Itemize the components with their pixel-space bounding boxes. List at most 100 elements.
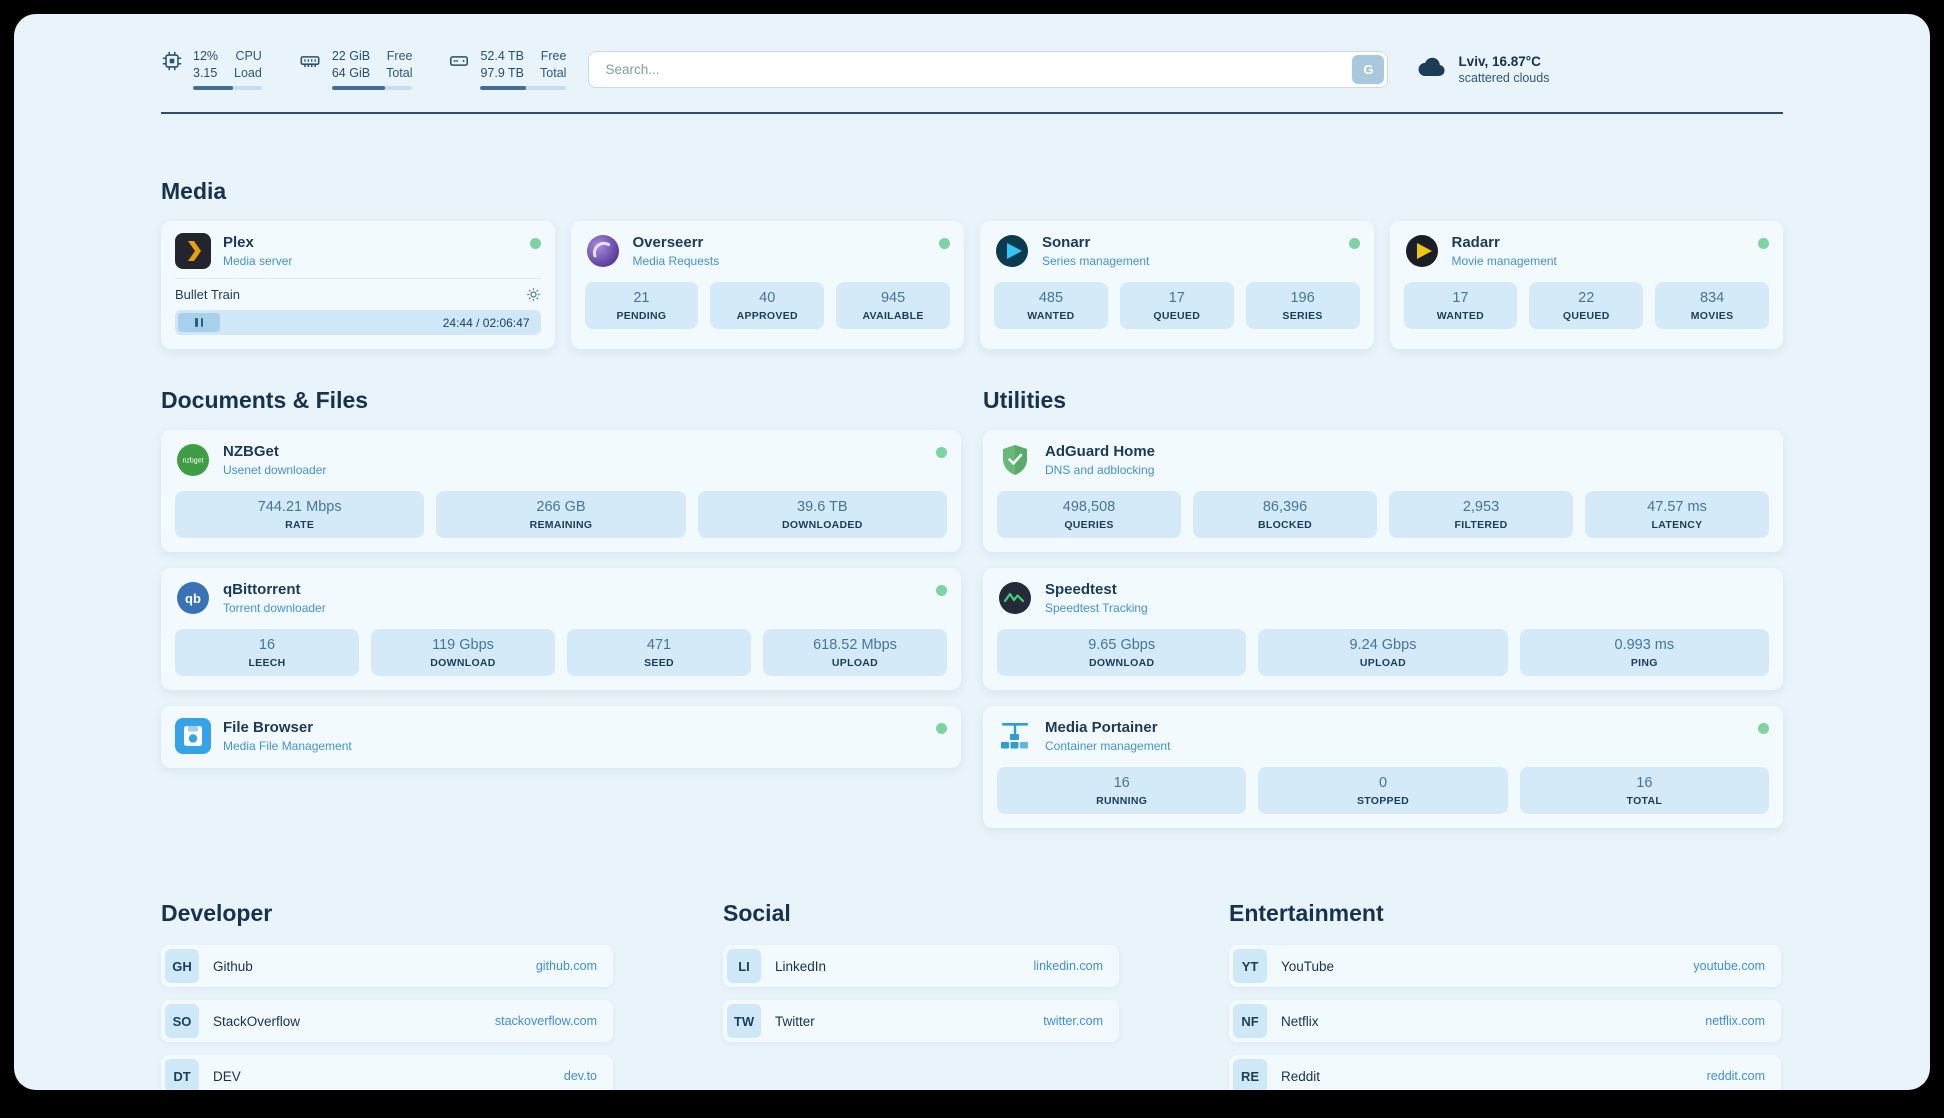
stat-value: 17 <box>1452 290 1469 306</box>
stat-label: SEED <box>644 657 674 669</box>
app-subtitle: Series management <box>1042 254 1150 268</box>
stat-value: 22 <box>1578 290 1595 306</box>
stat-box: 17 QUEUED <box>1119 282 1234 329</box>
stat-box: 196 SERIES <box>1245 282 1360 329</box>
section-title-media: Media <box>161 178 227 204</box>
bookmark-abbr: DT <box>165 1059 199 1090</box>
bookmark-abbr: GH <box>165 949 199 983</box>
qbittorrent-icon: qb <box>175 580 211 616</box>
bookmark-abbr: LI <box>727 949 761 983</box>
bookmark-netflix[interactable]: NF Netflix netflix.com <box>1229 1000 1781 1042</box>
stat-box: 618.52 Mbps UPLOAD <box>763 629 947 676</box>
stat-label: UPLOAD <box>831 657 879 669</box>
app-card-radarr[interactable]: Radarr Movie management 17 WANTED 22 QUE… <box>1389 221 1783 349</box>
stat-box: 39.6 TB DOWNLOADED <box>697 491 947 538</box>
bookmark-reddit[interactable]: RE Reddit reddit.com <box>1229 1055 1781 1090</box>
weather-condition: scattered clouds <box>1458 70 1550 85</box>
search-input[interactable] <box>592 61 1353 77</box>
section-title-entertainment: Entertainment <box>1229 900 1384 926</box>
portainer-icon <box>997 718 1033 754</box>
bookmark-github[interactable]: GH Github github.com <box>161 945 613 987</box>
app-card-adguard[interactable]: AdGuard Home DNS and adblocking 498,508 … <box>983 430 1783 552</box>
stat-box: 2,953 FILTERED <box>1389 491 1573 538</box>
app-title: AdGuard Home <box>1045 443 1156 460</box>
section-developer: Developer GH Github github.com SO StackO… <box>161 900 613 1090</box>
bookmark-stackoverflow[interactable]: SO StackOverflow stackoverflow.com <box>161 1000 613 1042</box>
nzbget-icon: nzbget <box>175 442 211 478</box>
bookmark-dev[interactable]: DT DEV dev.to <box>161 1055 613 1090</box>
stat-label: PENDING <box>616 310 667 322</box>
weather-widget: Lviv, 16.87°C scattered clouds <box>1416 54 1549 85</box>
stat-value: 9.24 Gbps <box>1349 637 1417 653</box>
stat-box: 16 TOTAL <box>1519 767 1769 814</box>
stat-box: 471 SEED <box>567 629 751 676</box>
bookmark-url: linkedin.com <box>1033 959 1103 973</box>
overseerr-icon <box>585 233 621 269</box>
stat-value: 9.65 Gbps <box>1088 637 1156 653</box>
pause-icon[interactable] <box>178 313 220 332</box>
stat-value: 744.21 Mbps <box>257 499 342 515</box>
app-subtitle: Speedtest Tracking <box>1045 601 1148 615</box>
stat-box: 0.993 ms PING <box>1519 629 1769 676</box>
stat-value: 16 <box>1636 775 1653 791</box>
bookmark-name: Reddit <box>1281 1068 1321 1084</box>
bookmark-name: Github <box>213 958 253 974</box>
disk-progress <box>480 86 567 90</box>
app-title: File Browser <box>223 719 314 736</box>
bookmark-url: netflix.com <box>1705 1014 1765 1028</box>
app-card-filebrowser[interactable]: File Browser Media File Management <box>161 706 961 768</box>
bookmark-youtube[interactable]: YT YouTube youtube.com <box>1229 945 1781 987</box>
stat-value: 47.57 ms <box>1647 499 1707 515</box>
disk-labels: Free Total <box>540 49 567 80</box>
stat-value: 485 <box>1038 290 1064 306</box>
bookmark-linkedin[interactable]: LI LinkedIn linkedin.com <box>723 945 1119 987</box>
app-card-overseerr[interactable]: Overseerr Media Requests 21 PENDING 40 A… <box>570 221 964 349</box>
stat-value: 0 <box>1378 775 1388 791</box>
app-card-plex[interactable]: Plex Media server Bullet Train <box>161 221 555 349</box>
section-social: Social LI LinkedIn linkedin.com TW Twitt… <box>723 900 1119 1090</box>
stat-label: LEECH <box>248 657 286 669</box>
stat-box: 485 WANTED <box>994 282 1108 329</box>
section-documents: Documents & Files nzbget <box>161 387 961 828</box>
stat-label: UPLOAD <box>1359 657 1407 669</box>
svg-text:nzbget: nzbget <box>182 458 203 465</box>
stat-label: STOPPED <box>1356 795 1410 807</box>
stat-value: 0.993 ms <box>1614 637 1675 653</box>
search-bar: G <box>588 50 1389 88</box>
app-title: Sonarr <box>1042 234 1091 251</box>
stat-label: WANTED <box>1027 310 1075 322</box>
bookmark-abbr: SO <box>165 1004 199 1038</box>
search-engine-button[interactable]: G <box>1352 54 1385 84</box>
ram-icon <box>298 50 322 77</box>
app-card-nzbget[interactable]: nzbget NZBGet Usenet downloader 74 <box>161 430 961 552</box>
stat-label: QUERIES <box>1064 519 1114 531</box>
stat-label: APPROVED <box>736 310 798 322</box>
app-card-speedtest[interactable]: Speedtest Speedtest Tracking 9.65 Gbps D… <box>983 568 1783 690</box>
stat-value: 618.52 Mbps <box>813 637 897 653</box>
stat-value: 498,508 <box>1062 499 1116 515</box>
app-card-sonarr[interactable]: Sonarr Series management 485 WANTED 17 Q… <box>980 221 1374 349</box>
system-widgets: 12% 3.15 CPU Load <box>161 48 567 90</box>
section-title-social: Social <box>723 900 791 926</box>
bookmark-abbr: TW <box>727 1004 761 1038</box>
stat-box: 119 Gbps DOWNLOAD <box>371 629 555 676</box>
stat-label: WANTED <box>1436 310 1485 322</box>
bookmark-name: DEV <box>213 1068 241 1084</box>
stat-label: RUNNING <box>1096 795 1148 807</box>
disk-icon <box>448 50 470 77</box>
app-card-qbittorrent[interactable]: qb qBittorrent Torrent downloader <box>161 568 961 690</box>
stat-label: DOWNLOADED <box>782 519 863 531</box>
stat-value: 86,396 <box>1262 499 1308 515</box>
bookmark-name: Twitter <box>775 1013 815 1029</box>
stat-box: 498,508 QUERIES <box>997 491 1181 538</box>
gear-icon[interactable] <box>526 287 541 302</box>
app-card-portainer[interactable]: Media Portainer Container management 16 … <box>983 706 1783 828</box>
section-entertainment: Entertainment YT YouTube youtube.com NF … <box>1229 900 1781 1090</box>
status-dot <box>529 238 541 249</box>
stat-label: SERIES <box>1282 310 1323 322</box>
app-subtitle: Media File Management <box>223 739 352 753</box>
bookmark-twitter[interactable]: TW Twitter twitter.com <box>723 1000 1119 1042</box>
radarr-icon <box>1404 233 1440 269</box>
disk-values: 52.4 TB 97.9 TB <box>480 49 525 80</box>
status-dot <box>1348 238 1360 249</box>
